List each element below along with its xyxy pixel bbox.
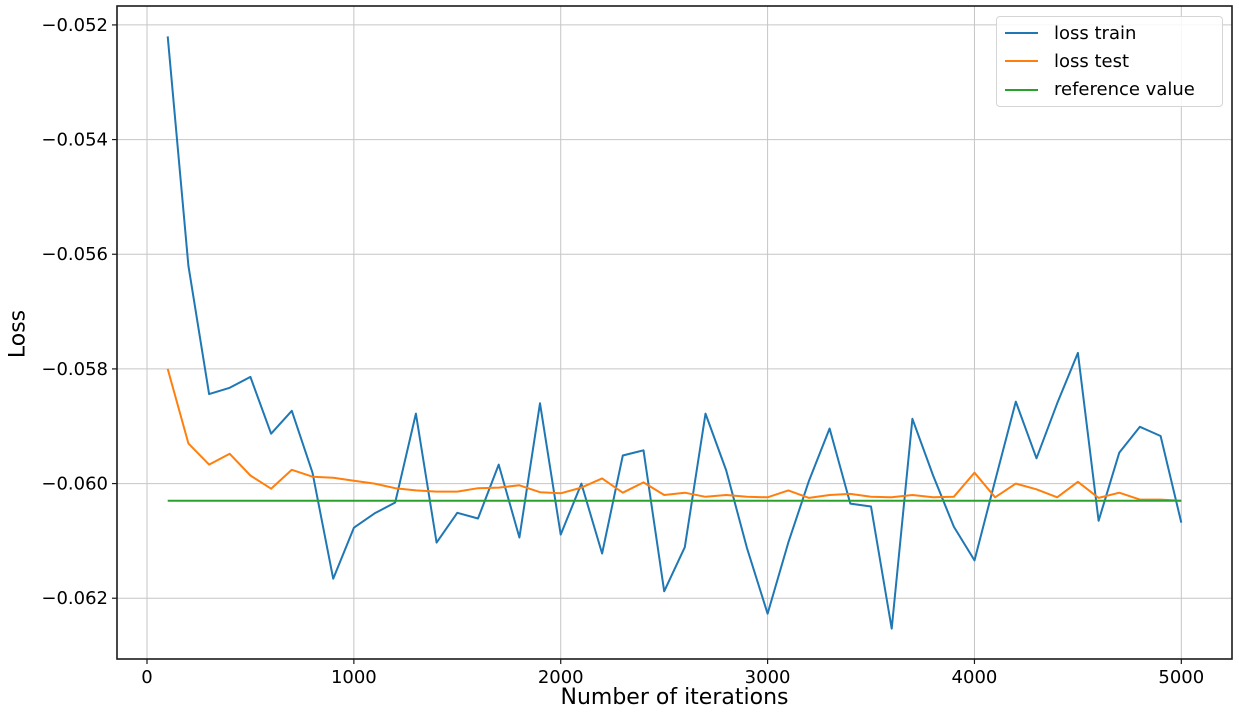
x-axis-label: Number of iterations: [560, 685, 789, 710]
axes-spines: [116, 5, 1233, 660]
legend-line-reference-value-icon: [1005, 88, 1038, 91]
x-tick-label: 0: [141, 667, 152, 688]
y-axis-label: Loss: [5, 309, 31, 359]
y-tick-label: −0.058: [41, 359, 108, 380]
legend-line-loss-train-icon: [1005, 32, 1038, 35]
legend-entry-reference-value: reference value: [1005, 76, 1222, 104]
y-tick-label: −0.060: [41, 474, 108, 495]
x-tick-label: 2000: [538, 667, 584, 688]
legend-entry-loss-test: loss test: [1005, 47, 1222, 75]
series-line-loss-test: [166, 368, 1182, 502]
legend-label-loss-test: loss test: [1054, 50, 1130, 72]
x-tick-label: 1000: [331, 667, 377, 688]
series-line-loss-train: [166, 36, 1183, 630]
x-tick-label: 5000: [1158, 667, 1204, 688]
x-tick-label: 4000: [952, 667, 998, 688]
legend-line-loss-test-icon: [1005, 60, 1038, 63]
y-tick-label: −0.062: [41, 588, 108, 609]
y-tick-label: −0.056: [41, 244, 108, 265]
y-tick-label: −0.052: [41, 15, 108, 36]
legend-entry-loss-train: loss train: [1005, 19, 1222, 47]
y-tick-label: −0.054: [41, 130, 108, 151]
legend: loss train loss test reference value: [996, 16, 1223, 107]
x-tick-label: 3000: [745, 667, 791, 688]
legend-label-loss-train: loss train: [1054, 22, 1137, 44]
legend-label-reference-value: reference value: [1054, 79, 1195, 101]
